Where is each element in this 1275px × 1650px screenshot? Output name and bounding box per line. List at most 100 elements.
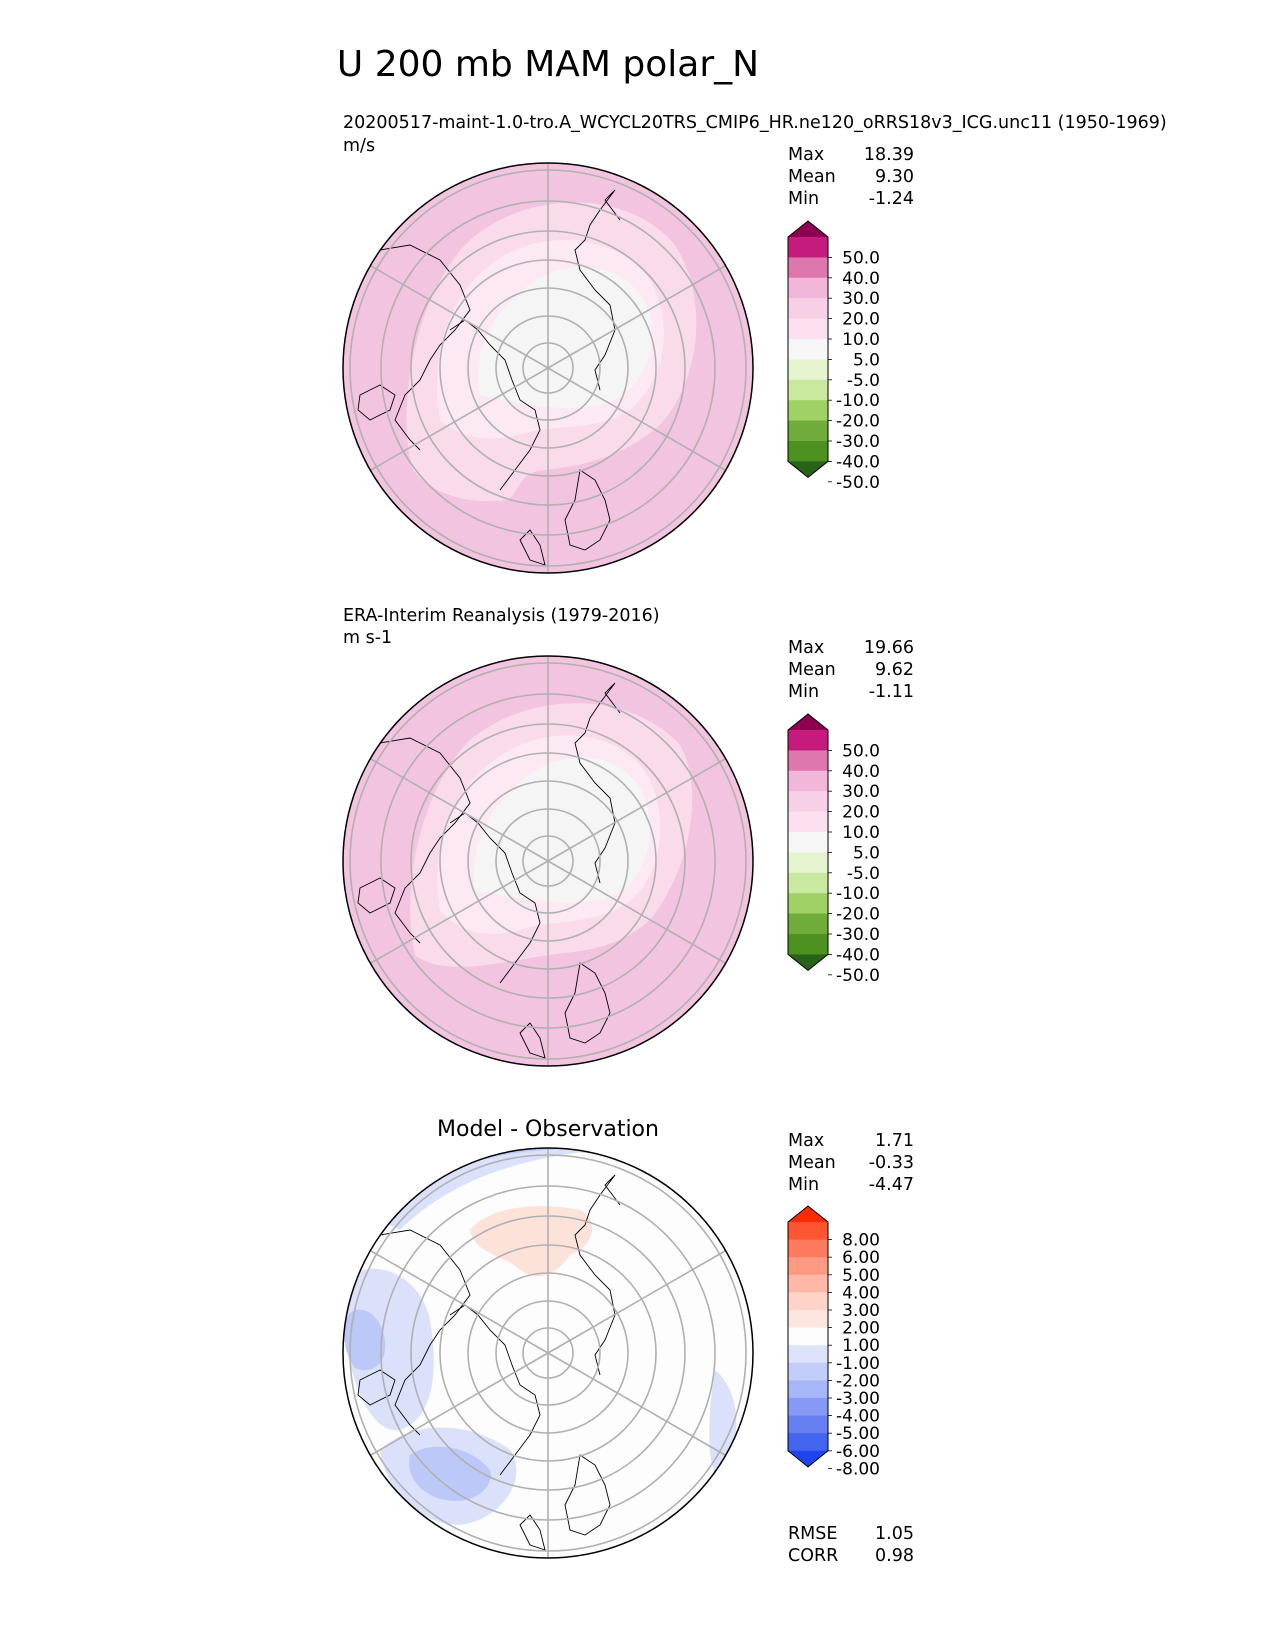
panel-reference-stat-label: Max bbox=[788, 638, 824, 658]
panel-diff-stat-value: -4.47 bbox=[869, 1175, 914, 1195]
panel-diff-colorbar: 8.006.005.004.003.002.001.00-1.00-2.00-3… bbox=[787, 1205, 880, 1479]
panel-diff-stats: Max 1.71 Mean -0.33 Min -4.47 bbox=[788, 1131, 914, 1195]
panel-diff-coastline-3 bbox=[574, 1174, 621, 1376]
panel-reference-stat-value: 9.62 bbox=[875, 660, 914, 680]
panel-reference-colorbar-tick-label: 50.0 bbox=[842, 741, 880, 761]
panel-reference-coastline-1 bbox=[379, 737, 471, 944]
panel-diff-colorbar-tick-label: 2.00 bbox=[842, 1319, 880, 1339]
panel-diff-field-blue1-left bbox=[343, 1268, 434, 1431]
panel-diff-colorbar-bin bbox=[788, 1345, 828, 1364]
panel-test-colorbar-tick-label: -30.0 bbox=[836, 432, 880, 452]
panel-reference-colorbar-tick-label: -20.0 bbox=[836, 905, 880, 925]
panel-test-colorbar-tick-label: -10.0 bbox=[836, 391, 880, 411]
panel-diff-colorbar-tick-label: -2.00 bbox=[836, 1371, 880, 1391]
panel-test-colorbar-bin bbox=[788, 257, 828, 279]
panel-test-coastline-5 bbox=[519, 529, 546, 566]
panel-diff-colorbar-bin bbox=[788, 1380, 828, 1399]
panel-test-coastline-1 bbox=[379, 244, 471, 451]
panel-diff-colorbar-tick-label: 3.00 bbox=[842, 1301, 880, 1321]
panel-test-stat-value: 18.39 bbox=[864, 145, 914, 165]
panel-reference-colorbar-tick-label: -50.0 bbox=[836, 966, 880, 986]
panel-test-colorbar-tick-label: -50.0 bbox=[836, 473, 880, 493]
panel-reference-colorbar-bin bbox=[788, 730, 828, 751]
panel-test-colorbar-bin bbox=[788, 400, 828, 422]
panel-diff-gridlines bbox=[349, 1148, 747, 1558]
panel-reference-colorbar-bin bbox=[788, 832, 828, 853]
panel-reference-colorbar-tick-label: -30.0 bbox=[836, 925, 880, 945]
panel-diff-colorbar-tick-label: 4.00 bbox=[842, 1283, 880, 1303]
panel-test-colorbar-bin bbox=[788, 339, 828, 360]
panel-test-colorbar-tick-label: -20.0 bbox=[836, 412, 880, 432]
panel-diff-stat-value: 1.71 bbox=[875, 1131, 914, 1151]
panel-diff-metric-value: 1.05 bbox=[875, 1524, 914, 1544]
panel-diff-colorbar-bin bbox=[788, 1274, 828, 1293]
panel-reference-colorbar-bin bbox=[788, 893, 828, 915]
panel-reference-colorbar-extend-min bbox=[788, 954, 828, 971]
panel-reference-map bbox=[343, 656, 753, 1066]
panel-test-colorbar-bin bbox=[788, 379, 828, 401]
panel-test-gridlines bbox=[349, 163, 747, 573]
panel-reference-colorbar-tick-label: -10.0 bbox=[836, 884, 880, 904]
panel-diff-colorbar-bin bbox=[788, 1239, 828, 1258]
figure-title: U 200 mb MAM polar_N bbox=[337, 44, 759, 85]
panel-diff-metrics: RMSE 1.05 CORR 0.98 bbox=[788, 1524, 914, 1566]
panel-diff-stat-label: Mean bbox=[788, 1153, 836, 1173]
panel-reference-coastline-6 bbox=[357, 877, 396, 914]
panel-test-map bbox=[343, 163, 753, 573]
panel-diff-field-blue2-left bbox=[343, 1309, 386, 1371]
panel-diff-field-red1 bbox=[470, 1206, 593, 1277]
panel-diff-colorbar-bin bbox=[788, 1398, 828, 1417]
panel-test-coastline-3 bbox=[574, 189, 621, 391]
panel-test-stat-value: 9.30 bbox=[875, 167, 914, 187]
panel-test-title: 20200517-maint-1.0-tro.A_WCYCL20TRS_CMIP… bbox=[343, 113, 1167, 133]
panel-reference-colorbar-tick-label: 30.0 bbox=[842, 782, 880, 802]
panel-reference-units: m s-1 bbox=[343, 628, 392, 648]
panel-test-units: m/s bbox=[343, 136, 375, 156]
panel-reference-colorbar-tick-label: -5.0 bbox=[847, 864, 880, 884]
panel-diff-metric-label: RMSE bbox=[788, 1524, 837, 1544]
panel-test-map-border bbox=[342, 162, 754, 574]
panel-diff-colorbar-tick-label: 5.00 bbox=[842, 1266, 880, 1286]
panel-diff-stat-label: Min bbox=[788, 1175, 819, 1195]
panel-diff-colorbar-tick-label: -8.00 bbox=[836, 1459, 880, 1479]
panel-diff-colorbar-extend-max bbox=[788, 1206, 828, 1222]
panel-diff-colorbar-tick-label: -5.00 bbox=[836, 1424, 880, 1444]
panel-diff-colorbar-bin bbox=[788, 1433, 828, 1452]
panel-test-coastline-4 bbox=[564, 469, 611, 551]
panel-diff-colorbar-bin bbox=[788, 1310, 828, 1329]
panel-reference-colorbar-bin bbox=[788, 750, 828, 772]
panel-diff-map bbox=[343, 1148, 753, 1558]
panel-diff-stat-value: -0.33 bbox=[869, 1153, 914, 1173]
panel-diff-colorbar-bin bbox=[788, 1292, 828, 1311]
panel-test-colorbar-extend-max bbox=[788, 221, 828, 237]
panel-diff-map-border bbox=[342, 1147, 754, 1559]
panel-reference-colorbar-tick-label: -40.0 bbox=[836, 945, 880, 965]
panel-diff: Model - Observation bbox=[342, 1117, 914, 1566]
panel-diff-field-blue2-lowerleft bbox=[409, 1446, 491, 1501]
panel-diff-colorbar-bin bbox=[788, 1327, 828, 1346]
panel-reference-coastline-2 bbox=[449, 812, 541, 984]
panel-reference-colorbar-bin bbox=[788, 791, 828, 813]
panel-diff-colorbar-tick-label: -6.00 bbox=[836, 1442, 880, 1462]
panel-test-colorbar-tick-label: 20.0 bbox=[842, 310, 880, 330]
panel-test-colorbar-bin bbox=[788, 298, 828, 320]
panel-diff-coastline-1 bbox=[379, 1229, 471, 1436]
panel-diff-colorbar-tick-label: 6.00 bbox=[842, 1248, 880, 1268]
panel-reference-colorbar: 50.040.030.020.010.05.0-5.0-10.0-20.0-30… bbox=[787, 713, 880, 986]
panel-test-coastline-6 bbox=[357, 384, 396, 421]
panel-test-stat-label: Max bbox=[788, 145, 824, 165]
panel-diff-colorbar-extend-min bbox=[788, 1450, 828, 1467]
panel-test-stat-label: Mean bbox=[788, 167, 836, 187]
panel-test-coastline-2 bbox=[449, 319, 541, 491]
panel-test-colorbar-tick-label: -40.0 bbox=[836, 452, 880, 472]
panel-diff-title: Model - Observation bbox=[437, 1117, 659, 1142]
panel-reference-map-border bbox=[342, 655, 754, 1067]
panel-reference-stat-value: 19.66 bbox=[864, 638, 914, 658]
panel-test-colorbar: 50.040.030.020.010.05.0-5.0-10.0-20.0-30… bbox=[787, 220, 880, 493]
panel-reference-colorbar-bin bbox=[788, 852, 828, 874]
panel-test-colorbar-bin bbox=[788, 318, 828, 340]
panel-diff-colorbar-tick-label: 1.00 bbox=[842, 1336, 880, 1356]
panel-test-colorbar-extend-min bbox=[788, 461, 828, 478]
panel-reference-colorbar-bin bbox=[788, 770, 828, 792]
